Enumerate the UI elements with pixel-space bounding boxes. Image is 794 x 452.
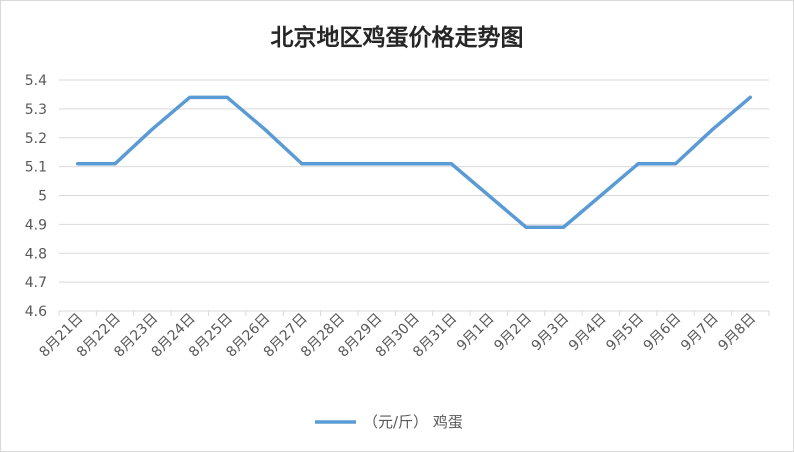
x-tick-label: 9月2日 (491, 311, 535, 355)
x-axis-tick-labels: 8月21日8月22日8月23日8月24日8月25日8月26日8月27日8月28日… (36, 311, 759, 361)
chart-title: 北京地区鸡蛋价格走势图 (271, 24, 524, 51)
x-tick-label: 9月6日 (641, 311, 685, 355)
x-tick-label: 9月4日 (566, 311, 610, 355)
legend: （元/斤） 鸡蛋 (315, 413, 463, 431)
y-tick-label: 5 (38, 189, 47, 205)
x-tick-label: 9月5日 (603, 311, 647, 355)
y-tick-label: 4.7 (25, 275, 47, 291)
legend-label: （元/斤） 鸡蛋 (363, 413, 463, 431)
y-axis-tick-labels: 4.6 4.7 4.8 4.9 5 5.1 5.2 5.3 5.4 (25, 73, 47, 320)
x-tick-label: 9月7日 (678, 311, 722, 355)
y-tick-label: 4.9 (25, 217, 47, 233)
y-tick-label: 5.2 (25, 131, 47, 147)
gridlines (59, 79, 769, 283)
y-tick-label: 5.3 (25, 102, 47, 118)
y-tick-label: 5.4 (25, 73, 47, 89)
series-lines (75, 95, 753, 230)
y-tick-label: 4.8 (25, 246, 47, 262)
y-tick-label: 4.6 (25, 304, 47, 320)
y-tick-label: 5.1 (25, 160, 47, 176)
x-tick-label: 9月3日 (529, 311, 573, 355)
x-tick-label: 9月8日 (715, 311, 759, 355)
series-line (75, 95, 753, 230)
x-axis (58, 310, 770, 316)
x-tick-label: 9月1日 (454, 311, 498, 355)
